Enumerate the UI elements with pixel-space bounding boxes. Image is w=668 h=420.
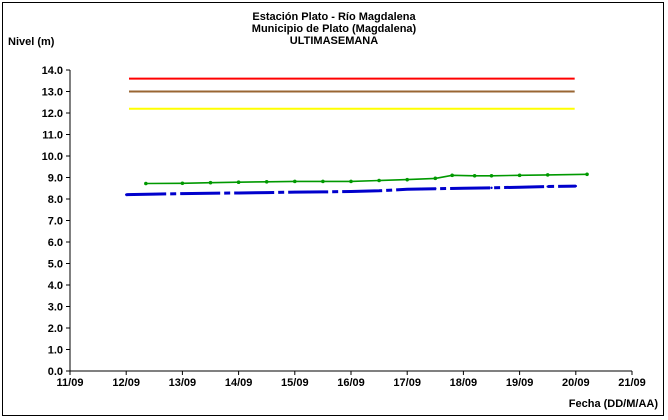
x-tick-label: 15/09 <box>281 377 309 389</box>
series-1-point <box>545 173 550 177</box>
chart-title-line-2: Municipio de Plato (Magdalena) <box>251 23 417 35</box>
series-0-point <box>518 185 521 189</box>
y-tick-label: 14.0 <box>42 65 63 77</box>
series-0-point <box>293 190 296 194</box>
x-tick-label: 16/09 <box>337 377 365 389</box>
series-0-point <box>406 188 409 191</box>
y-tick-label: 13.0 <box>42 87 63 99</box>
x-tick-label: 11/09 <box>57 377 84 389</box>
y-tick-label: 1.0 <box>48 345 63 357</box>
series-1-point <box>321 179 325 184</box>
series-1-point <box>264 180 269 184</box>
y-tick-label: 5.0 <box>48 259 63 271</box>
x-tick-label: 13/09 <box>169 377 197 389</box>
y-axis-label: Nivel (m) <box>8 36 55 48</box>
y-tick-label: 10.0 <box>42 151 63 163</box>
series-0-point <box>574 184 577 188</box>
y-tick-label: 9.0 <box>48 173 63 185</box>
chart-title-line-1: Estación Plato - Río Magdalena <box>252 11 416 23</box>
x-tick-label: 20/09 <box>562 377 590 389</box>
series-1-point <box>489 173 494 178</box>
series-1-point <box>517 173 522 178</box>
series-1-point <box>377 178 381 183</box>
x-tick-label: 12/09 <box>112 377 140 389</box>
x-tick-label: 14/09 <box>225 377 253 389</box>
series-1-point <box>585 172 589 177</box>
series-1-point <box>349 179 353 184</box>
series-0-point <box>377 189 381 193</box>
y-tick-label: 11.0 <box>42 130 63 142</box>
series-1-point <box>236 180 241 185</box>
x-tick-label: 17/09 <box>393 377 421 389</box>
series-0-point <box>349 190 353 193</box>
series-0-point <box>125 193 128 196</box>
series-1-point <box>144 181 148 186</box>
series-0-point <box>153 192 156 196</box>
series-0-point <box>490 186 493 190</box>
series-1-point <box>208 180 213 185</box>
series-0-point <box>546 185 549 188</box>
series-0-point <box>434 187 437 190</box>
chart-frame <box>2 2 664 416</box>
x-tick-label: 18/09 <box>450 377 478 389</box>
series-0-point <box>181 192 184 195</box>
series-0-point <box>462 187 465 190</box>
y-tick-label: 2.0 <box>48 323 63 335</box>
series-0-point <box>209 191 212 195</box>
y-tick-label: 12.0 <box>42 108 63 120</box>
y-tick-label: 4.0 <box>48 280 63 292</box>
chart-title-line-3: ULTIMASEMANA <box>289 35 379 47</box>
y-tick-label: 3.0 <box>48 302 63 314</box>
series-1-point <box>433 176 438 181</box>
series-0-point <box>237 191 240 195</box>
series-0-point <box>265 191 268 194</box>
y-tick-label: 7.0 <box>48 216 63 228</box>
series-0-point <box>321 190 325 194</box>
series-1-point <box>450 173 454 178</box>
series-1-point <box>405 177 410 182</box>
x-tick-label: 19/09 <box>506 377 534 389</box>
y-tick-label: 8.0 <box>48 194 63 206</box>
series-1-point <box>472 173 477 178</box>
y-tick-label: 0.0 <box>48 366 63 378</box>
series-1-point <box>180 181 185 186</box>
x-tick-label: 21/09 <box>618 377 646 389</box>
x-axis-label: Fecha (DD/M/AA) <box>568 398 658 410</box>
series-1-point <box>293 179 297 184</box>
y-tick-label: 6.0 <box>48 237 63 249</box>
